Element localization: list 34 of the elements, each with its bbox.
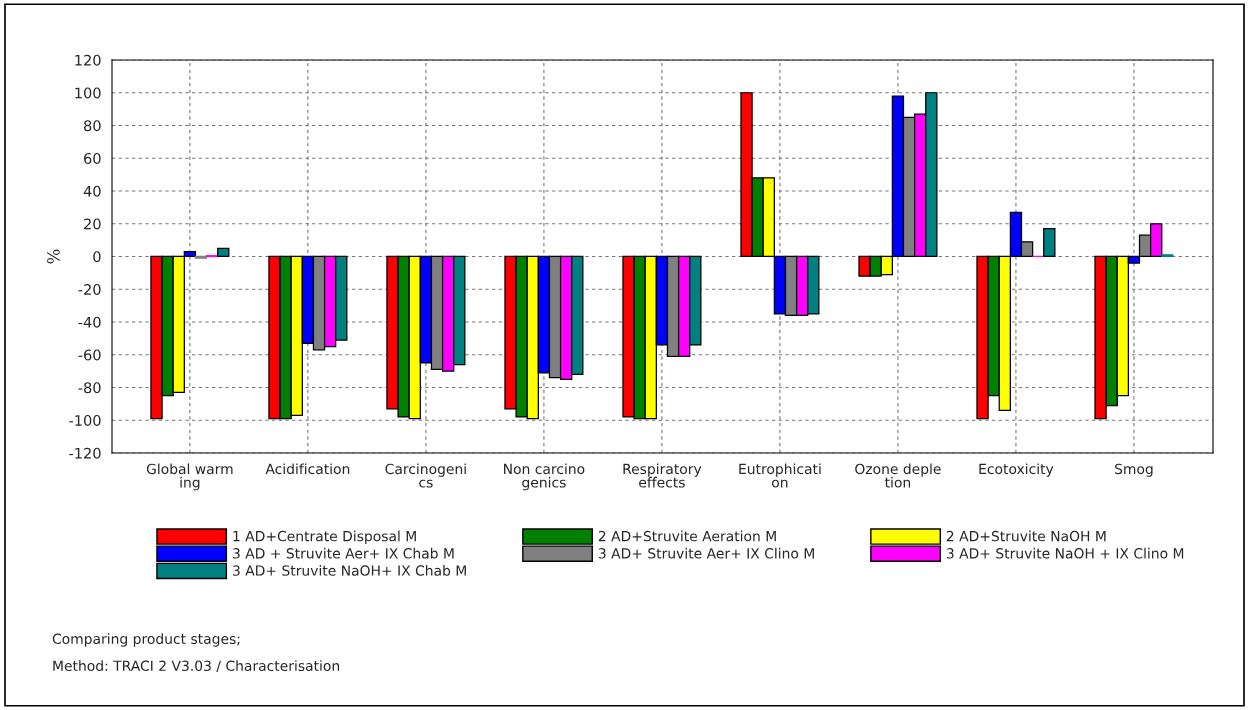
y-tick-label: -60 (78, 349, 101, 361)
y-tick-label: 80 (84, 120, 101, 132)
legend-label: 2 AD+Struvite Aeration M (598, 530, 776, 542)
x-tick-label: Smog (1115, 463, 1153, 477)
legend-label: 3 AD+ Struvite NaOH+ IX Chab M (233, 565, 466, 576)
x-tick-label: Global warm ing (146, 463, 233, 491)
x-tick-label: Ozone deple tion (855, 463, 941, 488)
y-tick-label: -120 (69, 447, 101, 459)
x-tick-label: Respiratory effects (623, 463, 702, 488)
y-tick-label: -80 (78, 382, 101, 394)
y-axis-title: % (47, 249, 60, 264)
y-tick-label: -100 (69, 414, 101, 426)
x-tick-label: Eutrophicati on (739, 463, 821, 488)
y-tick-label: 0 (93, 251, 101, 263)
x-tick-label: Ecotoxicity (979, 463, 1054, 477)
x-tick-label: Non carcino genics (504, 463, 585, 491)
text: Comparing product stages; (52, 633, 240, 647)
y-tick-label: 100 (75, 87, 101, 99)
legend-label: 1 AD+Centrate Disposal M (233, 530, 416, 545)
text: Method: TRACI 2 V3.03 / Characterisation (53, 660, 340, 673)
bar (217, 247, 230, 258)
bar (1043, 228, 1056, 258)
y-tick-label: 20 (84, 218, 101, 230)
legend-label: 2 AD+Struvite NaOH M (946, 530, 1106, 542)
y-tick-label: 120 (75, 54, 101, 66)
x-tick-label: Acidification (265, 463, 350, 475)
legend-label: 3 AD+ Struvite Aer+ IX Clino M (598, 547, 814, 559)
y-tick-label: -20 (78, 283, 101, 295)
y-tick-label: 40 (83, 185, 101, 197)
legend-label: 3 AD + Struvite Aer+ IX Chab M (233, 547, 454, 559)
x-tick-label: Carcinogeni cs (385, 463, 466, 488)
legend-label: 3 AD+ Struvite NaOH + IX Clino M (946, 547, 1184, 559)
y-tick-label: -40 (78, 316, 101, 328)
y-tick-label: 60 (84, 152, 101, 164)
